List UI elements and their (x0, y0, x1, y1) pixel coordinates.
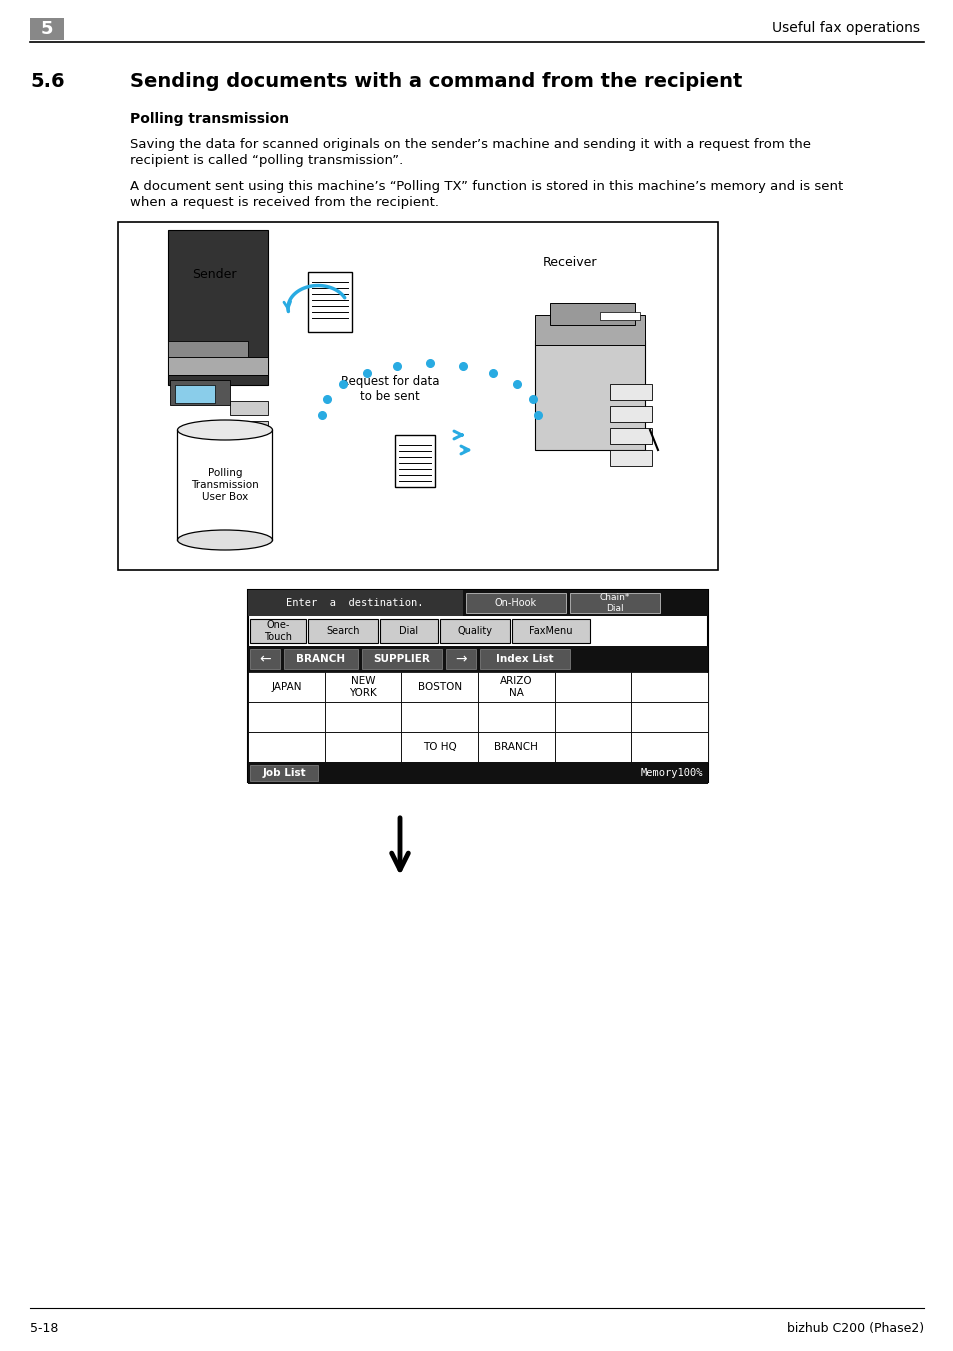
Text: ARIZO
NA: ARIZO NA (499, 677, 532, 698)
Bar (230, 440, 268, 455)
Bar (230, 461, 268, 476)
Bar (250, 619, 306, 643)
Ellipse shape (177, 530, 273, 550)
Text: One-
Touch: One- Touch (264, 620, 292, 642)
Bar (248, 671, 324, 703)
Bar (230, 401, 268, 415)
Bar (308, 272, 352, 332)
Text: when a request is received from the recipient.: when a request is received from the reci… (130, 196, 438, 209)
Text: →: → (455, 653, 466, 666)
Bar (550, 303, 635, 326)
Bar (168, 230, 268, 385)
Text: BRANCH: BRANCH (494, 742, 537, 753)
Bar (535, 340, 644, 450)
Bar (599, 312, 639, 320)
Bar (248, 646, 707, 671)
Text: Enter  a  destination.: Enter a destination. (286, 598, 423, 608)
Text: On-Hook: On-Hook (495, 598, 537, 608)
Bar (324, 671, 401, 703)
Bar (308, 619, 377, 643)
Bar (250, 648, 280, 669)
Bar (609, 450, 651, 466)
Text: bizhub C200 (Phase2): bizhub C200 (Phase2) (786, 1323, 923, 1335)
Text: JAPAN: JAPAN (271, 682, 301, 692)
Bar (401, 732, 477, 762)
Bar (248, 762, 707, 784)
Bar (479, 648, 569, 669)
Bar (401, 671, 477, 703)
Bar (609, 407, 651, 422)
Bar (512, 619, 589, 643)
Bar (284, 648, 357, 669)
Text: 5-18: 5-18 (30, 1323, 58, 1335)
Text: Search: Search (326, 626, 359, 636)
Text: Sending documents with a command from the recipient: Sending documents with a command from th… (130, 72, 741, 91)
Text: TO HQ: TO HQ (422, 742, 456, 753)
Bar (465, 593, 565, 613)
Bar (230, 422, 268, 435)
Bar (250, 765, 317, 781)
Bar (554, 732, 631, 762)
Text: 5.6: 5.6 (30, 72, 65, 91)
Text: 5: 5 (41, 20, 53, 38)
Text: Polling transmission: Polling transmission (130, 112, 289, 126)
Bar (609, 384, 651, 400)
Bar (174, 385, 214, 403)
Text: Request for data
to be sent: Request for data to be sent (340, 376, 438, 403)
Ellipse shape (177, 420, 273, 440)
Bar (361, 648, 441, 669)
Text: Useful fax operations: Useful fax operations (771, 22, 919, 35)
Text: Quality: Quality (457, 626, 492, 636)
Bar (477, 732, 554, 762)
Text: Receiver: Receiver (542, 257, 597, 269)
Bar (554, 671, 631, 703)
Text: Chain*
Dial: Chain* Dial (599, 593, 630, 613)
Bar (379, 619, 437, 643)
Bar (401, 703, 477, 732)
Text: NEW
YORK: NEW YORK (349, 677, 376, 698)
Text: Polling
Transmission
User Box: Polling Transmission User Box (191, 469, 258, 501)
Bar (324, 703, 401, 732)
Text: Index List: Index List (496, 654, 554, 663)
Text: Memory100%: Memory100% (639, 767, 702, 778)
Bar (248, 590, 462, 616)
Bar (609, 428, 651, 444)
Text: BOSTON: BOSTON (417, 682, 461, 692)
Bar (554, 703, 631, 732)
Bar (248, 590, 707, 782)
Bar (177, 430, 273, 540)
Bar (248, 703, 324, 732)
Bar (168, 340, 248, 357)
Text: Saving the data for scanned originals on the sender’s machine and sending it wit: Saving the data for scanned originals on… (130, 138, 810, 151)
Text: FaxMenu: FaxMenu (529, 626, 572, 636)
Bar (324, 732, 401, 762)
Bar (535, 315, 644, 345)
Bar (30, 18, 64, 41)
Bar (168, 357, 268, 376)
Text: Sender: Sender (192, 269, 236, 281)
Text: A document sent using this machine’s “Polling TX” function is stored in this mac: A document sent using this machine’s “Po… (130, 180, 842, 193)
Bar (569, 593, 659, 613)
Bar (170, 380, 230, 405)
Text: Dial: Dial (399, 626, 418, 636)
Bar (477, 671, 554, 703)
Bar (118, 222, 718, 570)
Bar (631, 732, 707, 762)
Text: recipient is called “polling transmission”.: recipient is called “polling transmissio… (130, 154, 403, 168)
Text: SUPPLIER: SUPPLIER (374, 654, 430, 663)
Text: BRANCH: BRANCH (296, 654, 345, 663)
Bar (477, 703, 554, 732)
Text: ←: ← (259, 653, 271, 666)
Bar (248, 590, 707, 616)
Bar (248, 732, 324, 762)
Bar (631, 703, 707, 732)
Text: Job List: Job List (262, 767, 306, 778)
Bar (446, 648, 476, 669)
Bar (439, 619, 510, 643)
Bar (631, 671, 707, 703)
Bar (395, 435, 435, 486)
